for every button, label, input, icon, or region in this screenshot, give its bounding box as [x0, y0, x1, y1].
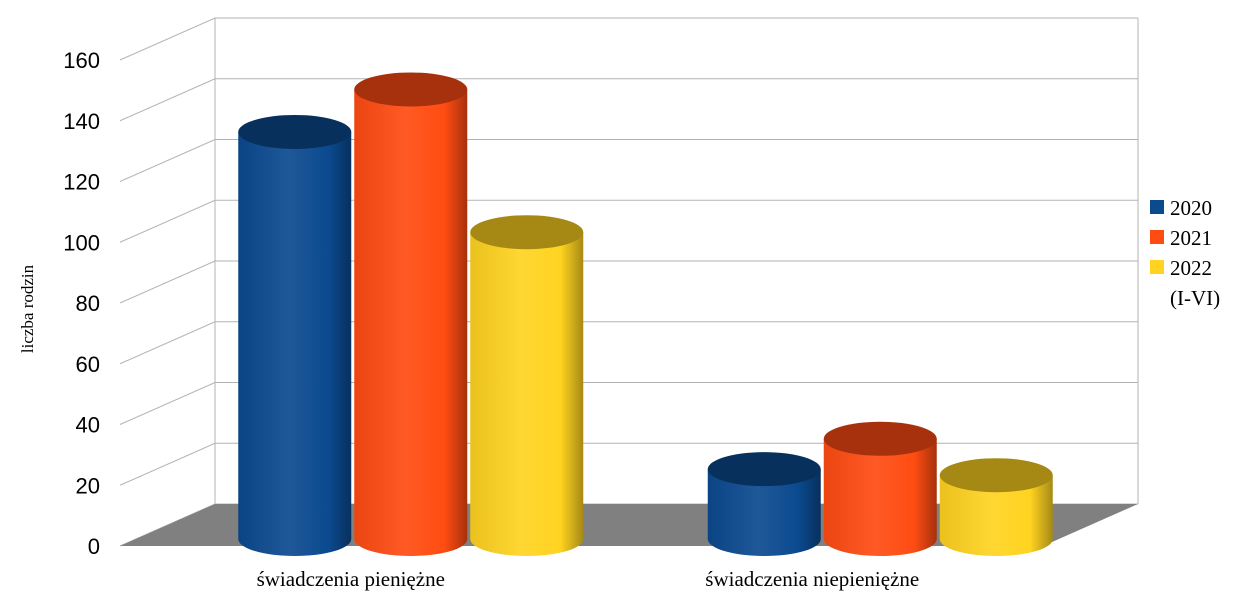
- bar: [939, 458, 1053, 556]
- bar-top: [939, 458, 1053, 493]
- y-tick-label: 20: [76, 473, 100, 498]
- gridline: [119, 260, 1138, 304]
- gridline: [119, 139, 1138, 182]
- bar-body: [238, 131, 352, 556]
- legend-label: 2021: [1170, 226, 1212, 250]
- bar-top: [823, 421, 937, 456]
- legend-label: (I-VI): [1170, 286, 1220, 310]
- legend-swatch: [1150, 200, 1164, 214]
- y-tick-label: 60: [76, 352, 100, 377]
- x-tick-label: świadczenia niepieniężne: [705, 567, 919, 591]
- bar-top: [354, 72, 468, 107]
- bar-top: [470, 215, 584, 250]
- bar: [238, 114, 352, 556]
- y-tick-label: 140: [63, 109, 100, 134]
- y-axis-title: liczba rodzin: [18, 264, 37, 353]
- y-tick-label: 120: [63, 170, 100, 195]
- bar-body: [707, 469, 821, 556]
- bar: [707, 452, 821, 556]
- legend: 2020 2021 2022 (I-VI): [1150, 196, 1220, 310]
- bar-body: [939, 475, 1053, 556]
- x-tick-label: świadczenia pieniężne: [257, 567, 445, 591]
- y-tick-label: 160: [63, 48, 100, 73]
- category-labels: świadczenia pieniężne świadczenia niepien…: [257, 567, 920, 591]
- y-tick-label: 80: [76, 291, 100, 316]
- y-tick-label: 0: [88, 534, 100, 559]
- bar-body: [823, 438, 937, 556]
- bar-body: [470, 232, 584, 556]
- gridline: [119, 199, 1138, 243]
- bar: [823, 421, 937, 556]
- bar: [354, 72, 468, 556]
- gridline: [119, 382, 1138, 425]
- bar-body: [354, 89, 468, 556]
- legend-item: 2021: [1150, 226, 1212, 250]
- gridline: [119, 17, 1138, 61]
- gridline: [119, 78, 1138, 122]
- legend-swatch: [1150, 230, 1164, 244]
- legend-label: 2022: [1170, 256, 1212, 280]
- legend-swatch: [1150, 260, 1164, 274]
- gridline: [119, 321, 1138, 365]
- legend-label: 2020: [1170, 196, 1212, 220]
- legend-item: 2020: [1150, 196, 1212, 220]
- y-tick-label: 100: [63, 230, 100, 255]
- y-axis: 0 20 40 60 80 100 120 140 160: [63, 48, 100, 559]
- bar-top: [238, 114, 352, 149]
- bar-top: [707, 452, 821, 487]
- bars: [238, 72, 1053, 556]
- y-tick-label: 40: [76, 413, 100, 438]
- bar: [470, 215, 584, 556]
- legend-item: 2022 (I-VI): [1150, 256, 1220, 310]
